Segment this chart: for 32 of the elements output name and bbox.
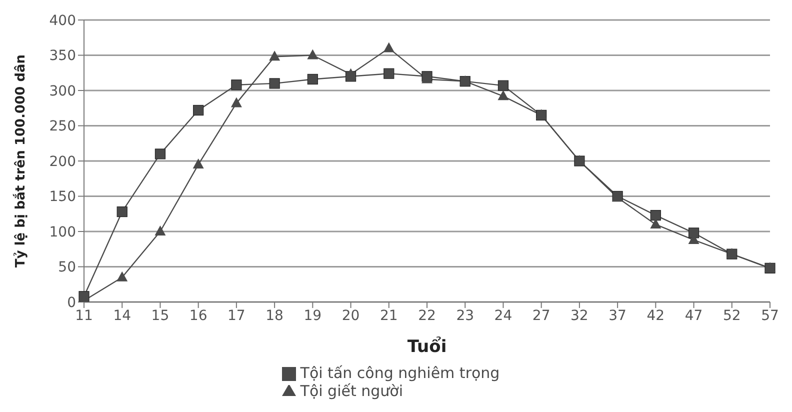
- y-tick-label: 150: [49, 189, 76, 206]
- x-tick-label: 21: [380, 308, 398, 324]
- x-tick-label: 17: [228, 308, 246, 324]
- x-tick-label: 42: [646, 308, 665, 324]
- x-axis-title: Tuổi: [407, 336, 447, 357]
- y-tick-label: 50: [58, 260, 76, 276]
- y-tick-label: 400: [49, 12, 76, 29]
- y-tick-label: 100: [49, 224, 76, 240]
- x-tick-label: 37: [608, 308, 626, 324]
- y-tick-label: 300: [49, 83, 76, 100]
- x-tick-label: 11: [75, 308, 93, 324]
- y-tick-label: 0: [67, 294, 76, 311]
- x-tick-label: 32: [570, 308, 588, 324]
- x-tick-label: 23: [456, 308, 474, 324]
- y-tick-label: 350: [49, 48, 76, 64]
- x-tick-label: 15: [151, 308, 170, 324]
- x-tick-label: 18: [266, 308, 284, 324]
- legend-label: Tội giết người: [300, 382, 404, 400]
- legend-label: Tội tấn công nghiêm trọng: [300, 364, 500, 382]
- x-tick-label: 57: [761, 308, 779, 324]
- x-tick-label: 19: [304, 308, 322, 324]
- y-tick-label: 250: [49, 118, 76, 135]
- y-tick-label: 200: [49, 154, 76, 170]
- x-tick-label: 20: [342, 308, 360, 324]
- x-tick-label: 16: [189, 308, 208, 324]
- x-tick-label: 22: [418, 308, 436, 324]
- x-tick-label: 52: [722, 308, 741, 324]
- x-tick-label: 27: [532, 308, 550, 324]
- x-tick-label: 24: [494, 308, 512, 324]
- y-axis-title: Tỷ lệ bị bắt trên 100.000 dân: [12, 54, 29, 268]
- x-tick-label: 47: [684, 308, 703, 324]
- x-tick-label: 14: [113, 308, 132, 324]
